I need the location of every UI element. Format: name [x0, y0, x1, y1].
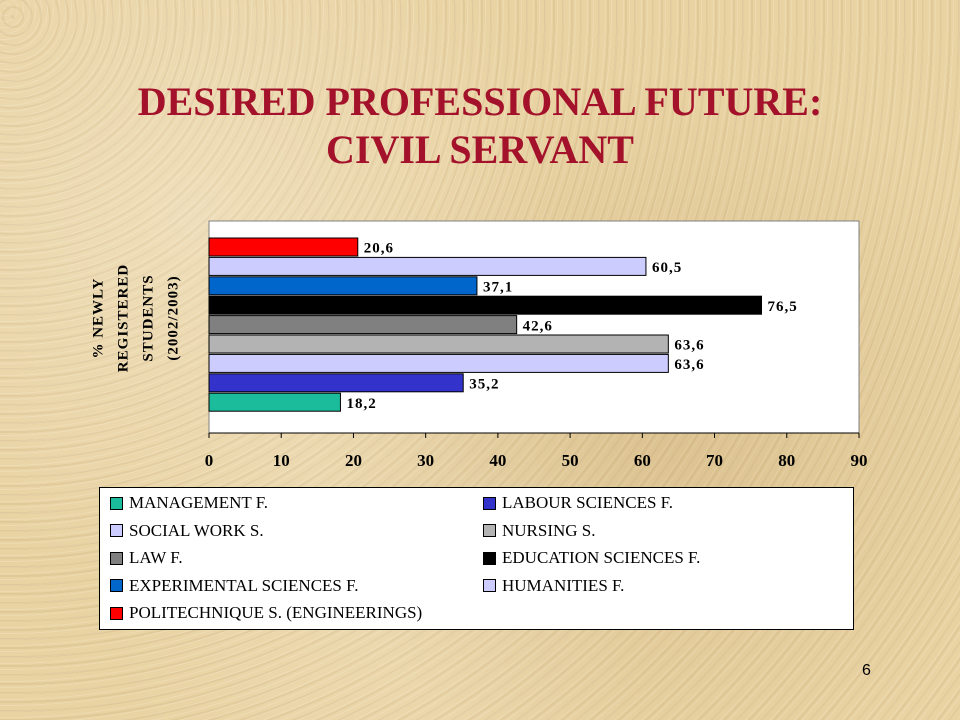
bar-5 — [208, 315, 518, 335]
data-label-8: 35,2 — [469, 377, 499, 393]
data-label-6: 63,6 — [674, 338, 704, 354]
page-number: 6 — [862, 662, 871, 679]
chart-legend: MANAGEMENT F. LABOUR SCIENCES F. SOCIAL WO… — [99, 487, 854, 630]
legend-swatch — [483, 496, 496, 510]
legend-label: LABOUR SCIENCES F. — [502, 493, 674, 512]
data-label-7: 63,6 — [674, 357, 704, 373]
x-tick-label-4: 40 — [489, 451, 506, 470]
legend-swatch — [483, 551, 496, 565]
legend-label: POLITECHNIQUE S. (ENGINEERINGS) — [129, 603, 423, 622]
y-axis-label-line-2: REGISTERED — [116, 264, 132, 372]
slide-title-line-2: CIVIL SERVANT — [326, 127, 634, 172]
y-axis-label-line-3: STUDENTS — [141, 274, 157, 361]
slide-title: DESIRED PROFESSIONAL FUTURE: CIVIL SERVA… — [0, 78, 960, 174]
legend-item-3: SOCIAL WORK S. — [110, 520, 264, 542]
legend-item-4: NURSING S. — [483, 520, 596, 542]
bar-7 — [208, 353, 669, 373]
legend-label: NURSING S. — [502, 520, 596, 540]
bar-1 — [208, 237, 359, 257]
x-tick-label-0: 0 — [205, 451, 214, 470]
data-label-9: 18,2 — [346, 396, 376, 412]
bar-3 — [208, 276, 478, 296]
legend-swatch — [110, 524, 123, 538]
x-tick-label-5: 50 — [562, 451, 579, 470]
x-tick-label-7: 70 — [706, 451, 723, 470]
legend-item-5: LAW F. — [110, 547, 183, 569]
y-axis-label: % NEWLY REGISTERED STUDENTS (2002/2003) — [91, 264, 182, 372]
legend-swatch — [110, 579, 123, 593]
data-label-3: 37,1 — [483, 280, 513, 296]
slide-title-line-1: DESIRED PROFESSIONAL FUTURE: — [137, 79, 823, 124]
data-label-4: 76,5 — [768, 299, 798, 315]
legend-item-6: EDUCATION SCIENCES F. — [483, 547, 700, 569]
x-tick-label-2: 20 — [345, 451, 362, 470]
legend-label: EXPERIMENTAL SCIENCES F. — [129, 575, 359, 595]
x-tick-label-6: 60 — [634, 451, 651, 470]
legend-swatch — [483, 524, 496, 538]
x-tick-label-8: 80 — [778, 451, 795, 470]
y-axis-label-line-1: % NEWLY — [91, 277, 107, 358]
legend-item-7: EXPERIMENTAL SCIENCES F. — [110, 575, 358, 597]
y-axis-label-line-4: (2002/2003) — [166, 275, 182, 360]
x-tick-label-9: 90 — [851, 451, 868, 470]
data-label-2: 60,5 — [652, 260, 682, 276]
x-tick-label-1: 10 — [273, 451, 290, 470]
legend-swatch — [483, 579, 496, 593]
legend-label: HUMANITIES F. — [502, 575, 625, 595]
data-label-1: 20,6 — [364, 241, 394, 257]
bar-8 — [208, 373, 464, 393]
bar-2 — [208, 256, 647, 276]
legend-item-9: POLITECHNIQUE S. (ENGINEERINGS) — [110, 602, 422, 624]
legend-swatch — [110, 551, 123, 565]
legend-swatch — [110, 606, 123, 620]
legend-label: MANAGEMENT F. — [129, 493, 269, 512]
legend-label: SOCIAL WORK S. — [129, 520, 264, 540]
bar-6 — [208, 334, 669, 354]
data-label-5: 42,6 — [523, 318, 553, 334]
legend-label: LAW F. — [129, 548, 183, 567]
legend-swatch — [110, 496, 123, 510]
legend-item-1: MANAGEMENT F. — [110, 492, 268, 514]
bar-4 — [208, 295, 762, 315]
bar-9 — [208, 392, 341, 412]
legend-label: EDUCATION SCIENCES F. — [502, 548, 701, 567]
legend-item-8: HUMANITIES F. — [483, 575, 624, 597]
legend-item-2: LABOUR SCIENCES F. — [483, 492, 673, 514]
x-tick-label-3: 30 — [417, 451, 434, 470]
